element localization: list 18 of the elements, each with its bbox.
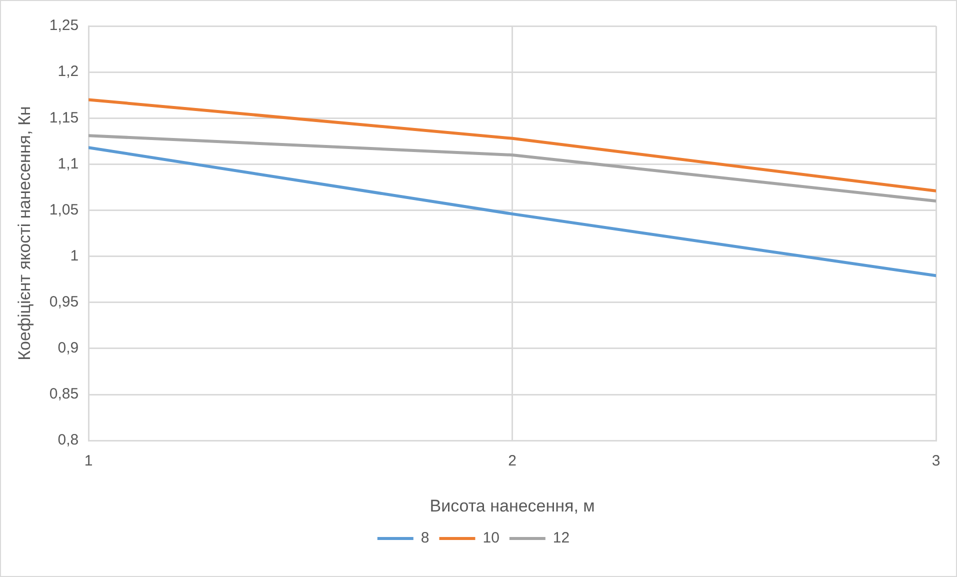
- y-tick-label: 1,15: [49, 109, 79, 126]
- y-tick-label: 1: [70, 247, 79, 264]
- x-tick-label: 1: [84, 452, 93, 470]
- y-tick-label: 0,9: [58, 340, 79, 357]
- legend-label: 10: [482, 530, 500, 547]
- x-tick-label: 2: [508, 452, 516, 470]
- x-axis-title: Висота нанесення, м: [430, 496, 595, 516]
- y-tick-label: 1,25: [49, 17, 79, 34]
- legend-label: 8: [420, 530, 430, 547]
- y-tick-label: 0,85: [49, 386, 79, 403]
- y-tick-label: 0,95: [49, 294, 79, 311]
- y-axis-title: Коефіцієнт якості нанесення, Кн: [14, 106, 34, 360]
- y-tick-label: 0,8: [58, 432, 79, 449]
- y-tick-label: 1,05: [49, 201, 79, 218]
- x-tick-label: 3: [932, 452, 940, 470]
- legend-label: 12: [552, 530, 570, 547]
- y-tick-label: 1,2: [58, 63, 79, 80]
- y-tick-label: 1,1: [58, 155, 79, 172]
